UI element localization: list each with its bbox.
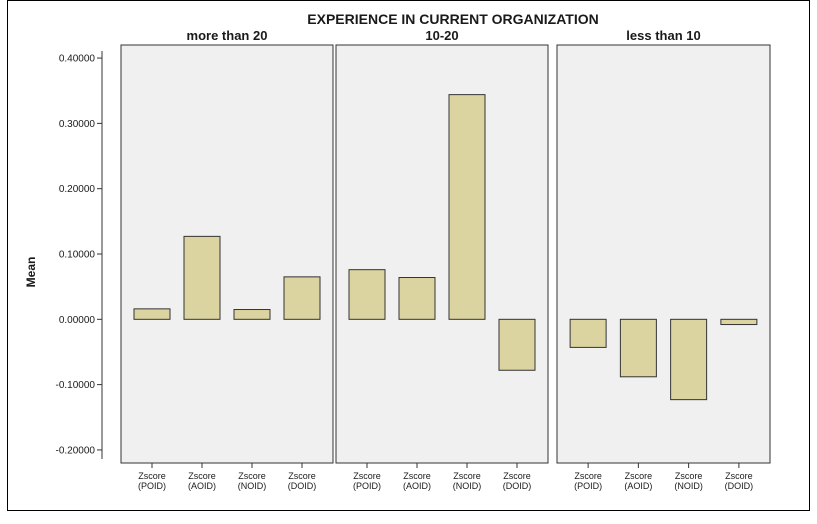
x-tick-label: (DOID) — [725, 481, 754, 491]
x-tick-label: (AOID) — [188, 481, 216, 491]
bar — [569, 318, 607, 348]
bar — [448, 94, 486, 320]
bar — [283, 276, 321, 320]
y-tick-label: -0.20000 — [56, 445, 96, 456]
chart-frame: EXPERIENCE IN CURRENT ORGANIZATION Mean … — [7, 0, 810, 511]
bar — [348, 269, 386, 320]
x-tick-label: (NOID) — [453, 481, 482, 491]
x-tick-label: Zscore — [725, 471, 753, 481]
panel-title: more than 20 — [187, 28, 268, 43]
x-tick-label: (DOID) — [288, 481, 317, 491]
x-tick-label: (NOID) — [238, 481, 267, 491]
panel-title: less than 10 — [626, 28, 700, 43]
x-tick-label: (NOID) — [674, 481, 703, 491]
panel-background — [556, 44, 771, 464]
x-tick-label: (POID) — [353, 481, 381, 491]
x-tick-label: (DOID) — [503, 481, 532, 491]
x-tick-label: Zscore — [503, 471, 531, 481]
x-tick-label: Zscore — [403, 471, 431, 481]
x-tick-label: (POID) — [574, 481, 602, 491]
panel-background — [335, 44, 549, 464]
x-tick-label: Zscore — [625, 471, 653, 481]
y-tick-label: 0.20000 — [59, 184, 96, 195]
y-axis: -0.20000 -0.10000 0.00000 0.10000 0.20000 0.3… — [56, 51, 103, 459]
x-tick-label: Zscore — [138, 471, 166, 481]
x-tick-label: (AOID) — [624, 481, 652, 491]
y-axis-label: Mean — [24, 257, 38, 288]
panel-title: 10-20 — [425, 28, 458, 43]
panels: more than 20Zscore(POID)Zscore(AOID)Zsco… — [120, 28, 771, 491]
panel: more than 20Zscore(POID)Zscore(AOID)Zsco… — [120, 28, 334, 491]
bar — [398, 277, 436, 320]
x-tick-label: Zscore — [574, 471, 602, 481]
y-tick-label: 0.40000 — [59, 54, 96, 65]
chart-svg: EXPERIENCE IN CURRENT ORGANIZATION Mean … — [24, 11, 771, 491]
panel-background — [120, 44, 334, 464]
panel: 10-20Zscore(POID)Zscore(AOID)Zscore(NOID… — [335, 28, 549, 491]
bar — [670, 318, 708, 401]
panel: less than 10Zscore(POID)Zscore(AOID)Zsco… — [556, 28, 771, 491]
bar — [183, 235, 221, 320]
x-tick-label: (AOID) — [403, 481, 431, 491]
y-tick-label: 0.30000 — [59, 119, 96, 130]
y-tick-label: 0.10000 — [59, 250, 96, 261]
bar — [233, 309, 271, 320]
bar — [720, 318, 758, 326]
y-tick-label: -0.10000 — [56, 380, 96, 391]
bar — [619, 318, 657, 378]
chart-title: EXPERIENCE IN CURRENT ORGANIZATION — [307, 11, 598, 27]
x-tick-label: Zscore — [238, 471, 266, 481]
bar — [133, 308, 171, 320]
x-tick-label: Zscore — [353, 471, 381, 481]
x-tick-label: Zscore — [675, 471, 703, 481]
x-tick-label: Zscore — [288, 471, 316, 481]
x-tick-label: (POID) — [138, 481, 166, 491]
bar — [498, 318, 536, 371]
y-tick-label: 0.00000 — [59, 315, 96, 326]
x-tick-label: Zscore — [188, 471, 216, 481]
x-tick-label: Zscore — [453, 471, 481, 481]
